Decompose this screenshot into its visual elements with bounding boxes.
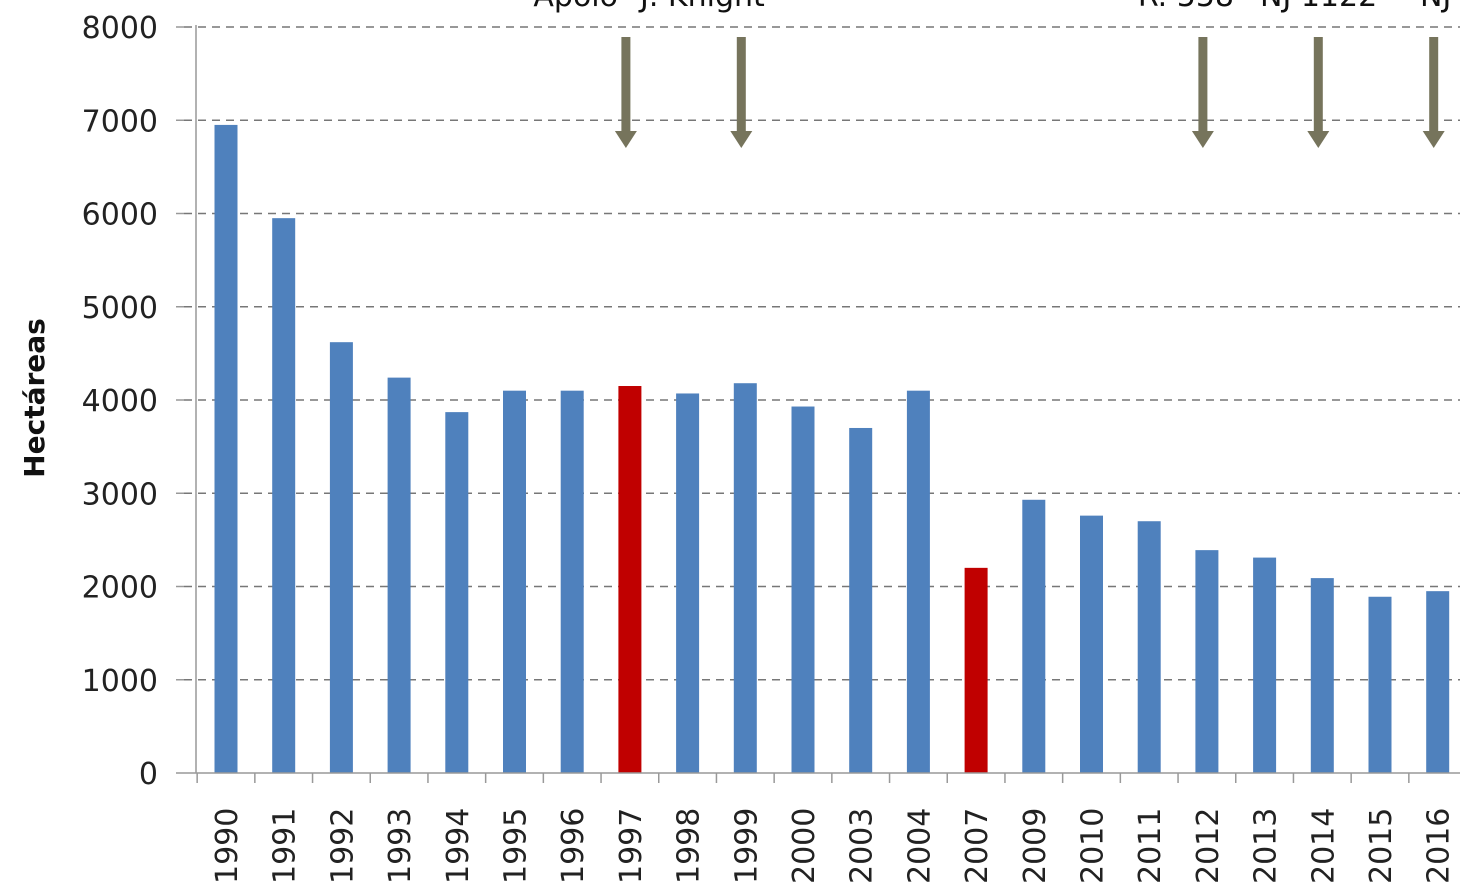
x-tick-label: 1995 <box>499 808 534 884</box>
annotation-arrow-head <box>614 131 637 148</box>
x-tick-label: 1996 <box>556 808 591 884</box>
y-tick-label: 8000 <box>82 11 158 46</box>
y-tick-label: 7000 <box>82 104 158 139</box>
bar-1998 <box>676 393 700 773</box>
x-tick-label: 2011 <box>1133 808 1168 884</box>
bar-2013 <box>1253 557 1277 773</box>
x-tick-label: 1992 <box>325 808 360 884</box>
bar-1993 <box>387 377 411 773</box>
bar-1997 <box>618 386 642 773</box>
bar-2014 <box>1310 578 1334 773</box>
x-tick-label: 1998 <box>672 808 707 884</box>
annotation-label: R. 558 <box>1138 0 1234 14</box>
x-tick-label: 2015 <box>1364 808 1399 884</box>
x-tick-label: 2013 <box>1249 808 1284 884</box>
bar-2012 <box>1195 550 1219 773</box>
x-tick-label: 1997 <box>614 808 649 884</box>
bar-2003 <box>849 427 873 773</box>
bar-2009 <box>1022 499 1046 773</box>
x-tick-label: 2004 <box>902 808 937 884</box>
bar-1992 <box>329 342 353 773</box>
x-tick-label: 2016 <box>1422 808 1457 884</box>
bars <box>214 124 1450 774</box>
x-tick-label: 2012 <box>1191 808 1226 884</box>
y-tick-label: 1000 <box>82 664 158 699</box>
annotation-label: J. Knight <box>638 0 765 14</box>
annotation-arrow-head <box>1307 131 1330 148</box>
bar-2016 <box>1426 591 1450 773</box>
annotation-arrow-head <box>1191 131 1214 148</box>
bar-2000 <box>791 406 815 773</box>
bar-1996 <box>560 390 584 773</box>
y-tick-label: 6000 <box>82 198 158 233</box>
y-tick-label: 0 <box>139 757 158 792</box>
x-tick-label: 2000 <box>787 808 822 884</box>
annotation-label: NJ <box>1420 0 1451 14</box>
y-tick-label: 5000 <box>82 291 158 326</box>
x-tick-label: 1991 <box>268 808 303 884</box>
bar-1999 <box>733 383 757 773</box>
bar-2010 <box>1080 515 1103 773</box>
x-tick-labels: 1990 1991 1992 1993 1994 1995 1996 1997 1998 1999… <box>210 808 1457 884</box>
x-tick-label: 1994 <box>441 808 476 884</box>
annotation-label: Apolo <box>533 0 618 14</box>
bar-2011 <box>1137 521 1161 773</box>
y-tick-label: 3000 <box>82 477 158 512</box>
annotation-arrow-head <box>1422 131 1445 148</box>
x-tick-label: 2009 <box>1018 808 1053 884</box>
bar-1990 <box>214 124 238 774</box>
y-tick-label: 4000 <box>82 384 158 419</box>
bar-2007 <box>964 567 988 773</box>
annotation-label: NJ 1122 <box>1260 0 1377 14</box>
annotations: Apolo J. Knight R. 558 NJ 1122 NJ <box>533 0 1451 148</box>
x-tick-label: 1993 <box>383 808 418 884</box>
y-axis-label: Hectáreas <box>18 318 51 478</box>
bar-2004 <box>906 390 930 773</box>
x-tick-label: 1999 <box>729 808 764 884</box>
y-tick-labels: 0 1000 2000 3000 4000 5000 6000 7000 8000 <box>82 11 158 792</box>
bar-1991 <box>272 218 296 774</box>
x-tick-label: 2010 <box>1076 808 1111 884</box>
bar-1994 <box>445 412 469 773</box>
x-tick-label: 2007 <box>960 808 995 884</box>
annotation-arrow-head <box>730 131 753 148</box>
x-tick-label: 1990 <box>210 808 245 884</box>
axes <box>176 25 1460 783</box>
x-tick-label: 2003 <box>845 808 880 884</box>
bar-2015 <box>1368 596 1392 773</box>
y-tick-label: 2000 <box>82 571 158 606</box>
bar-1995 <box>503 390 526 773</box>
x-tick-label: 2014 <box>1306 808 1341 884</box>
